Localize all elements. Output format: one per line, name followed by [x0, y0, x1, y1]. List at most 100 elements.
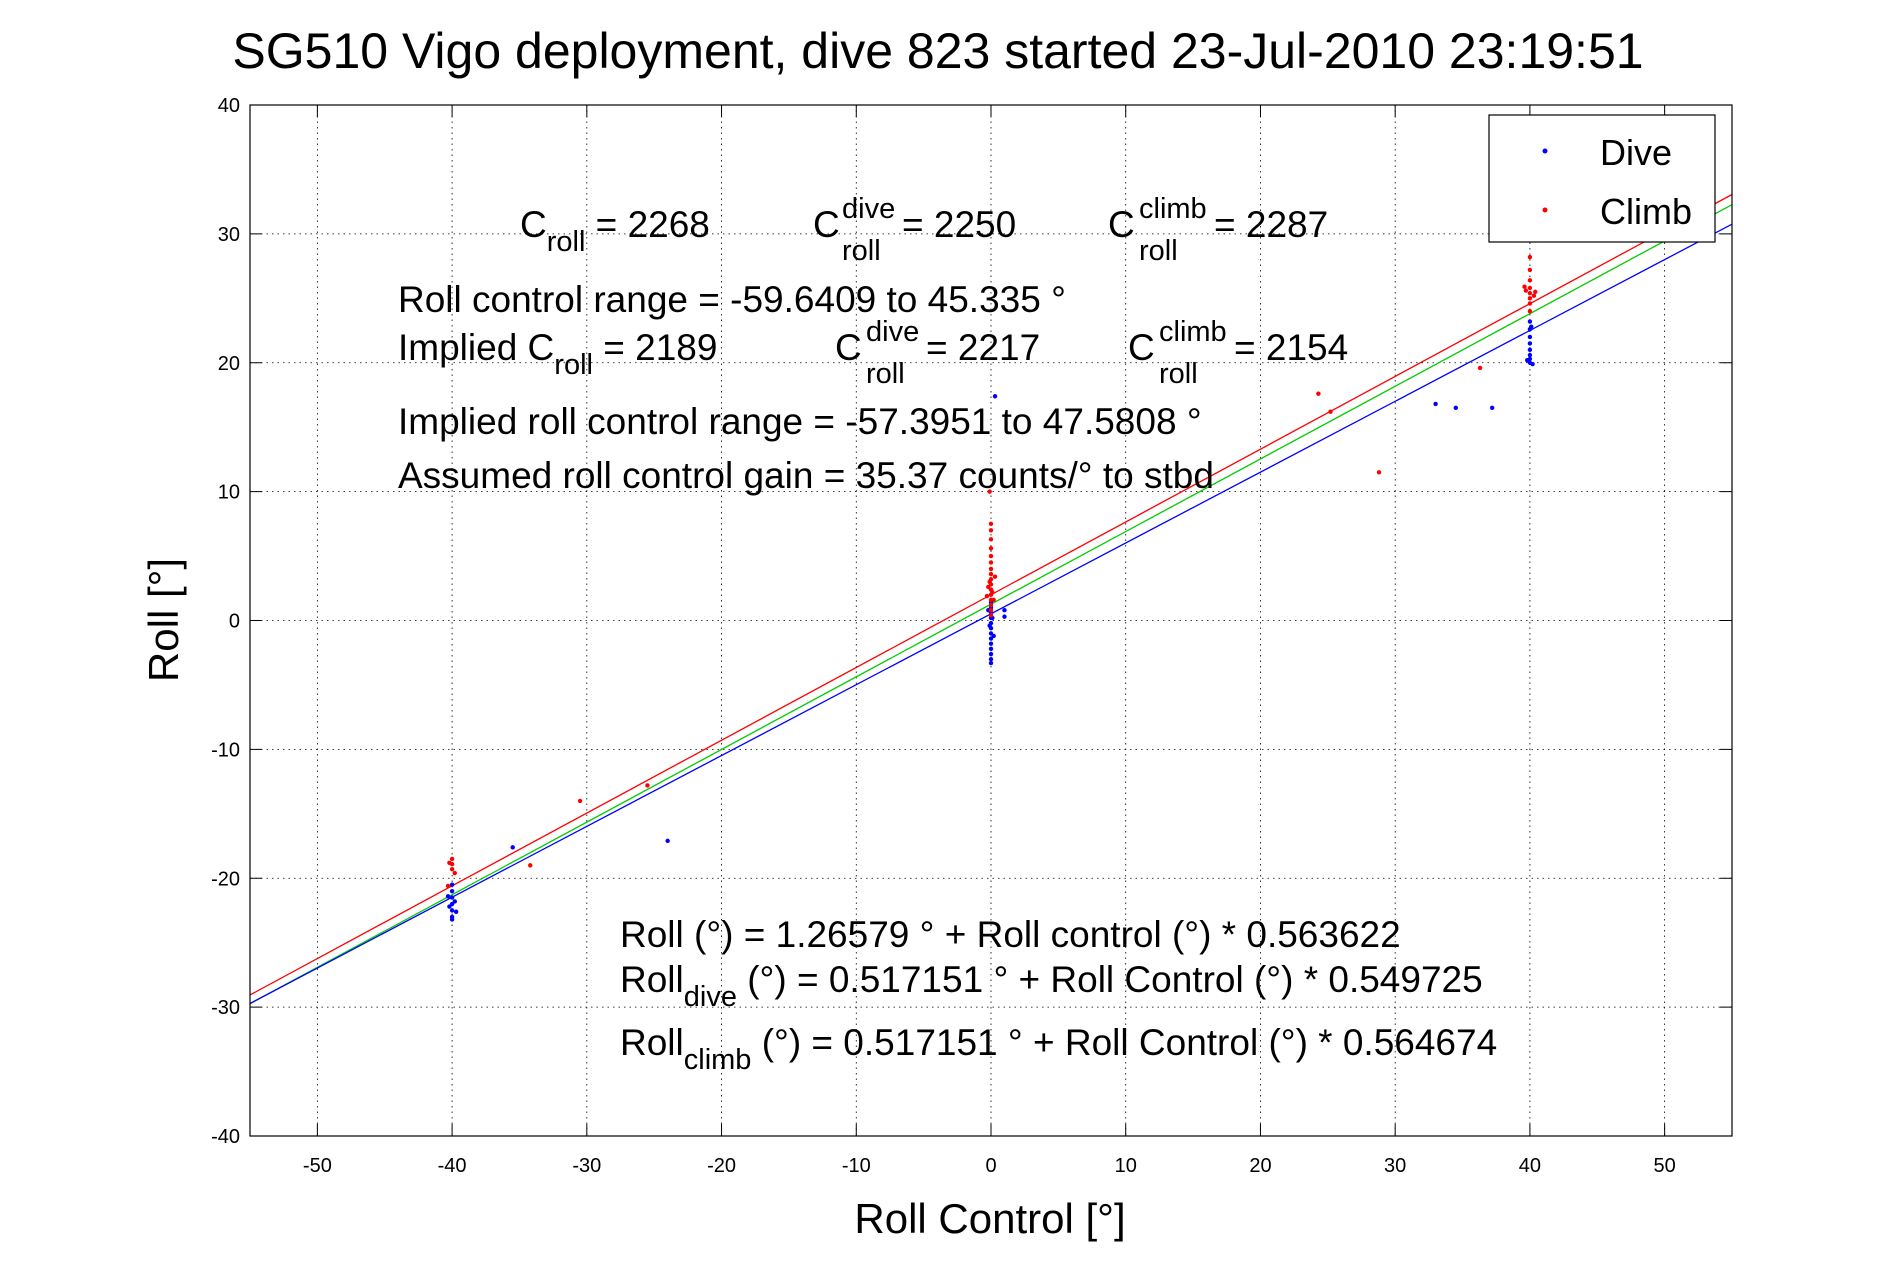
- implied-c-roll-dive-annotation: C dive roll = 2217: [835, 316, 1040, 390]
- data-point-climb: [1527, 267, 1533, 273]
- data-point-climb: [988, 571, 994, 577]
- data-point-climb: [1527, 290, 1533, 296]
- data-point-dive: [453, 909, 459, 914]
- legend-dive-label: Dive: [1600, 132, 1672, 173]
- data-point-climb: [990, 589, 995, 595]
- y-tick-label: 10: [218, 482, 240, 504]
- data-point-climb: [987, 579, 992, 585]
- data-point-dive: [1527, 352, 1533, 358]
- roll-control-gain-text: Assumed roll control gain = 35.37 counts…: [398, 455, 1214, 496]
- data-point-climb: [1477, 365, 1483, 371]
- y-tick-label: 0: [229, 611, 240, 633]
- data-point-dive: [1453, 405, 1459, 411]
- data-point-dive: [445, 894, 451, 899]
- data-point-climb: [988, 613, 994, 618]
- data-point-dive: [1002, 614, 1007, 619]
- legend-box: [1488, 114, 1716, 243]
- legend-climb-marker: [1542, 207, 1548, 213]
- svg-text:climb: climb: [1139, 193, 1207, 225]
- data-point-dive: [1527, 334, 1533, 340]
- data-point-climb: [988, 607, 994, 613]
- data-point-dive: [1525, 357, 1530, 363]
- data-point-climb: [1376, 470, 1382, 475]
- data-point-climb: [988, 602, 994, 608]
- data-point-climb: [1328, 409, 1333, 414]
- legend-dive-marker: [1542, 148, 1548, 154]
- data-point-dive: [1529, 324, 1534, 329]
- svg-text:C: C: [1128, 327, 1155, 368]
- c-roll-annotation: Croll = 2268: [520, 204, 710, 258]
- data-point-climb: [988, 560, 994, 565]
- svg-text:C: C: [1108, 204, 1135, 245]
- c-roll-climb-annotation: C climb roll = 2287: [1108, 193, 1328, 267]
- y-axis-label: Roll [°]: [140, 558, 187, 682]
- x-tick-label: -10: [842, 1155, 871, 1177]
- data-point-climb: [1527, 278, 1533, 283]
- data-point-dive: [988, 656, 994, 662]
- svg-text:= 2154: = 2154: [1234, 327, 1348, 368]
- data-point-climb: [449, 856, 455, 862]
- legend: Dive Climb: [1488, 114, 1716, 243]
- data-point-climb: [1527, 296, 1533, 301]
- roll-fit-equation: Roll (°) = 1.26579 ° + Roll control (°) …: [620, 914, 1401, 955]
- data-point-climb: [1316, 391, 1321, 396]
- y-tick-label: 20: [218, 353, 240, 375]
- x-tick-label: 10: [1115, 1155, 1137, 1177]
- x-tick-label: -40: [438, 1155, 467, 1177]
- data-point-climb: [1522, 284, 1527, 289]
- data-point-climb: [645, 783, 650, 788]
- svg-text:roll: roll: [866, 358, 905, 390]
- svg-text:dive: dive: [842, 193, 895, 225]
- svg-text:C: C: [835, 327, 862, 368]
- data-point-dive: [449, 888, 455, 894]
- implied-roll-control-range-text: Implied roll control range = -57.3951 to…: [398, 401, 1202, 442]
- data-point-dive: [988, 641, 994, 646]
- data-point-climb: [1527, 309, 1533, 314]
- annotations: Croll = 2268 C dive roll = 2250 C climb …: [398, 193, 1497, 1076]
- data-point-dive: [988, 660, 994, 666]
- roll-control-range-text: Roll control range = -59.6409 to 45.335 …: [398, 279, 1066, 320]
- svg-text:roll: roll: [842, 235, 881, 267]
- legend-climb-label: Climb: [1600, 191, 1692, 232]
- svg-text:roll: roll: [1159, 358, 1198, 390]
- data-point-dive: [1433, 401, 1438, 407]
- data-point-climb: [1533, 289, 1538, 295]
- data-point-climb: [984, 593, 990, 599]
- svg-text:roll: roll: [1139, 235, 1178, 267]
- data-points: [445, 254, 1538, 922]
- x-tick-label: 40: [1519, 1155, 1541, 1177]
- data-point-dive: [1489, 405, 1495, 411]
- y-tick-label: -20: [211, 868, 240, 890]
- data-point-dive: [510, 845, 515, 850]
- x-tick-label: -50: [303, 1155, 332, 1177]
- implied-c-roll-climb-annotation: C climb roll = 2154: [1128, 316, 1348, 390]
- data-point-climb: [1531, 293, 1537, 298]
- data-point-dive: [1527, 319, 1533, 324]
- data-point-dive: [988, 646, 994, 652]
- roll-dive-fit-equation: Rolldive (°) = 0.517151 ° + Roll Control…: [620, 959, 1483, 1013]
- data-point-dive: [452, 899, 457, 904]
- data-point-dive: [449, 882, 455, 887]
- axis-ticks: -50 -40 -30 -20 -10 0 10 20 30 40 50 40 30 20 10 0 -10 -2…: [211, 95, 1732, 1177]
- data-point-climb: [577, 798, 583, 804]
- data-point-climb: [988, 521, 994, 527]
- x-tick-label: 0: [985, 1155, 996, 1177]
- x-axis-label: Roll Control [°]: [854, 1195, 1125, 1242]
- data-point-dive: [447, 904, 452, 909]
- data-point-dive: [992, 394, 998, 399]
- y-tick-label: 30: [218, 224, 240, 246]
- svg-text:= 2287: = 2287: [1214, 204, 1328, 245]
- x-tick-label: -20: [707, 1155, 736, 1177]
- x-tick-label: -30: [572, 1155, 601, 1177]
- data-point-climb: [988, 553, 994, 559]
- data-point-climb: [987, 489, 992, 494]
- data-point-climb: [452, 870, 457, 876]
- data-point-climb: [1527, 301, 1533, 306]
- data-point-dive: [449, 917, 455, 922]
- svg-text:dive: dive: [866, 316, 919, 348]
- grid: [250, 104, 1732, 1137]
- data-point-climb: [1523, 288, 1529, 293]
- data-point-climb: [1527, 285, 1533, 291]
- data-point-climb: [1527, 254, 1533, 260]
